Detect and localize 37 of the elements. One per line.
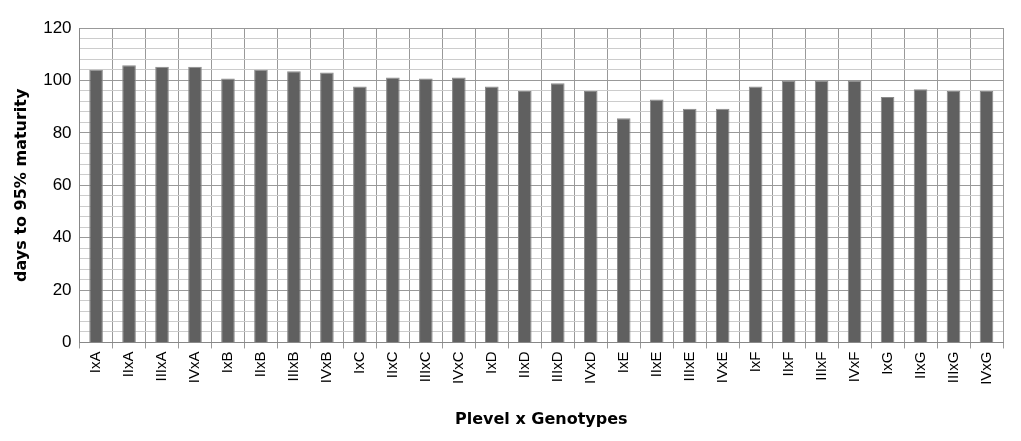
x-tick-label: IxD bbox=[481, 351, 499, 374]
x-tick-label: IIIxA bbox=[152, 351, 170, 382]
x-tick-label: IIIxG bbox=[943, 351, 961, 384]
x-tick-label: IxG bbox=[877, 351, 895, 375]
y-tick-label: 100 bbox=[43, 70, 72, 90]
y-tick-label: 40 bbox=[52, 227, 72, 247]
x-tick-label: IVxC bbox=[448, 351, 466, 384]
x-tick-label: IIxC bbox=[383, 351, 401, 379]
x-tick-label: IVxD bbox=[580, 351, 598, 384]
x-tick-label: IIxG bbox=[910, 351, 928, 379]
x-tick-label: IVxA bbox=[185, 351, 203, 384]
x-tick-label: IIIxF bbox=[811, 351, 829, 381]
x-tick-label: IIIxE bbox=[679, 351, 697, 382]
x-tick-label: IxC bbox=[350, 351, 368, 374]
y-tick-label: 0 bbox=[62, 332, 72, 352]
x-tick-label: IxB bbox=[218, 351, 236, 374]
x-tick-label: IVxE bbox=[712, 351, 730, 384]
y-tick-label: 120 bbox=[43, 17, 72, 37]
x-tick-label: IIxD bbox=[514, 351, 532, 379]
y-axis-title: days to 95% maturity bbox=[10, 88, 30, 282]
y-tick-label: 80 bbox=[52, 122, 72, 142]
x-tick-label: IIxF bbox=[778, 351, 796, 377]
x-tick-label: IIIxD bbox=[547, 351, 565, 383]
x-tick-label: IVxB bbox=[317, 351, 335, 384]
y-tick-label: 60 bbox=[52, 174, 72, 194]
x-tick-label: IIIxC bbox=[415, 351, 433, 383]
x-tick-label: IIxE bbox=[646, 351, 664, 378]
x-tick-label: IIxB bbox=[251, 351, 269, 378]
x-axis-title: Plevel x Genotypes bbox=[455, 408, 628, 428]
x-tick-label: IxF bbox=[745, 351, 763, 373]
x-tick-label: IxA bbox=[86, 351, 104, 374]
y-tick-label: 20 bbox=[52, 279, 72, 299]
x-tick-label: IIIxB bbox=[284, 351, 302, 382]
x-tick-label: IVxF bbox=[844, 351, 862, 383]
x-tick-label: IVxG bbox=[976, 351, 994, 385]
x-tick-label: IIxA bbox=[119, 351, 137, 378]
x-tick-label: IxE bbox=[613, 351, 631, 374]
